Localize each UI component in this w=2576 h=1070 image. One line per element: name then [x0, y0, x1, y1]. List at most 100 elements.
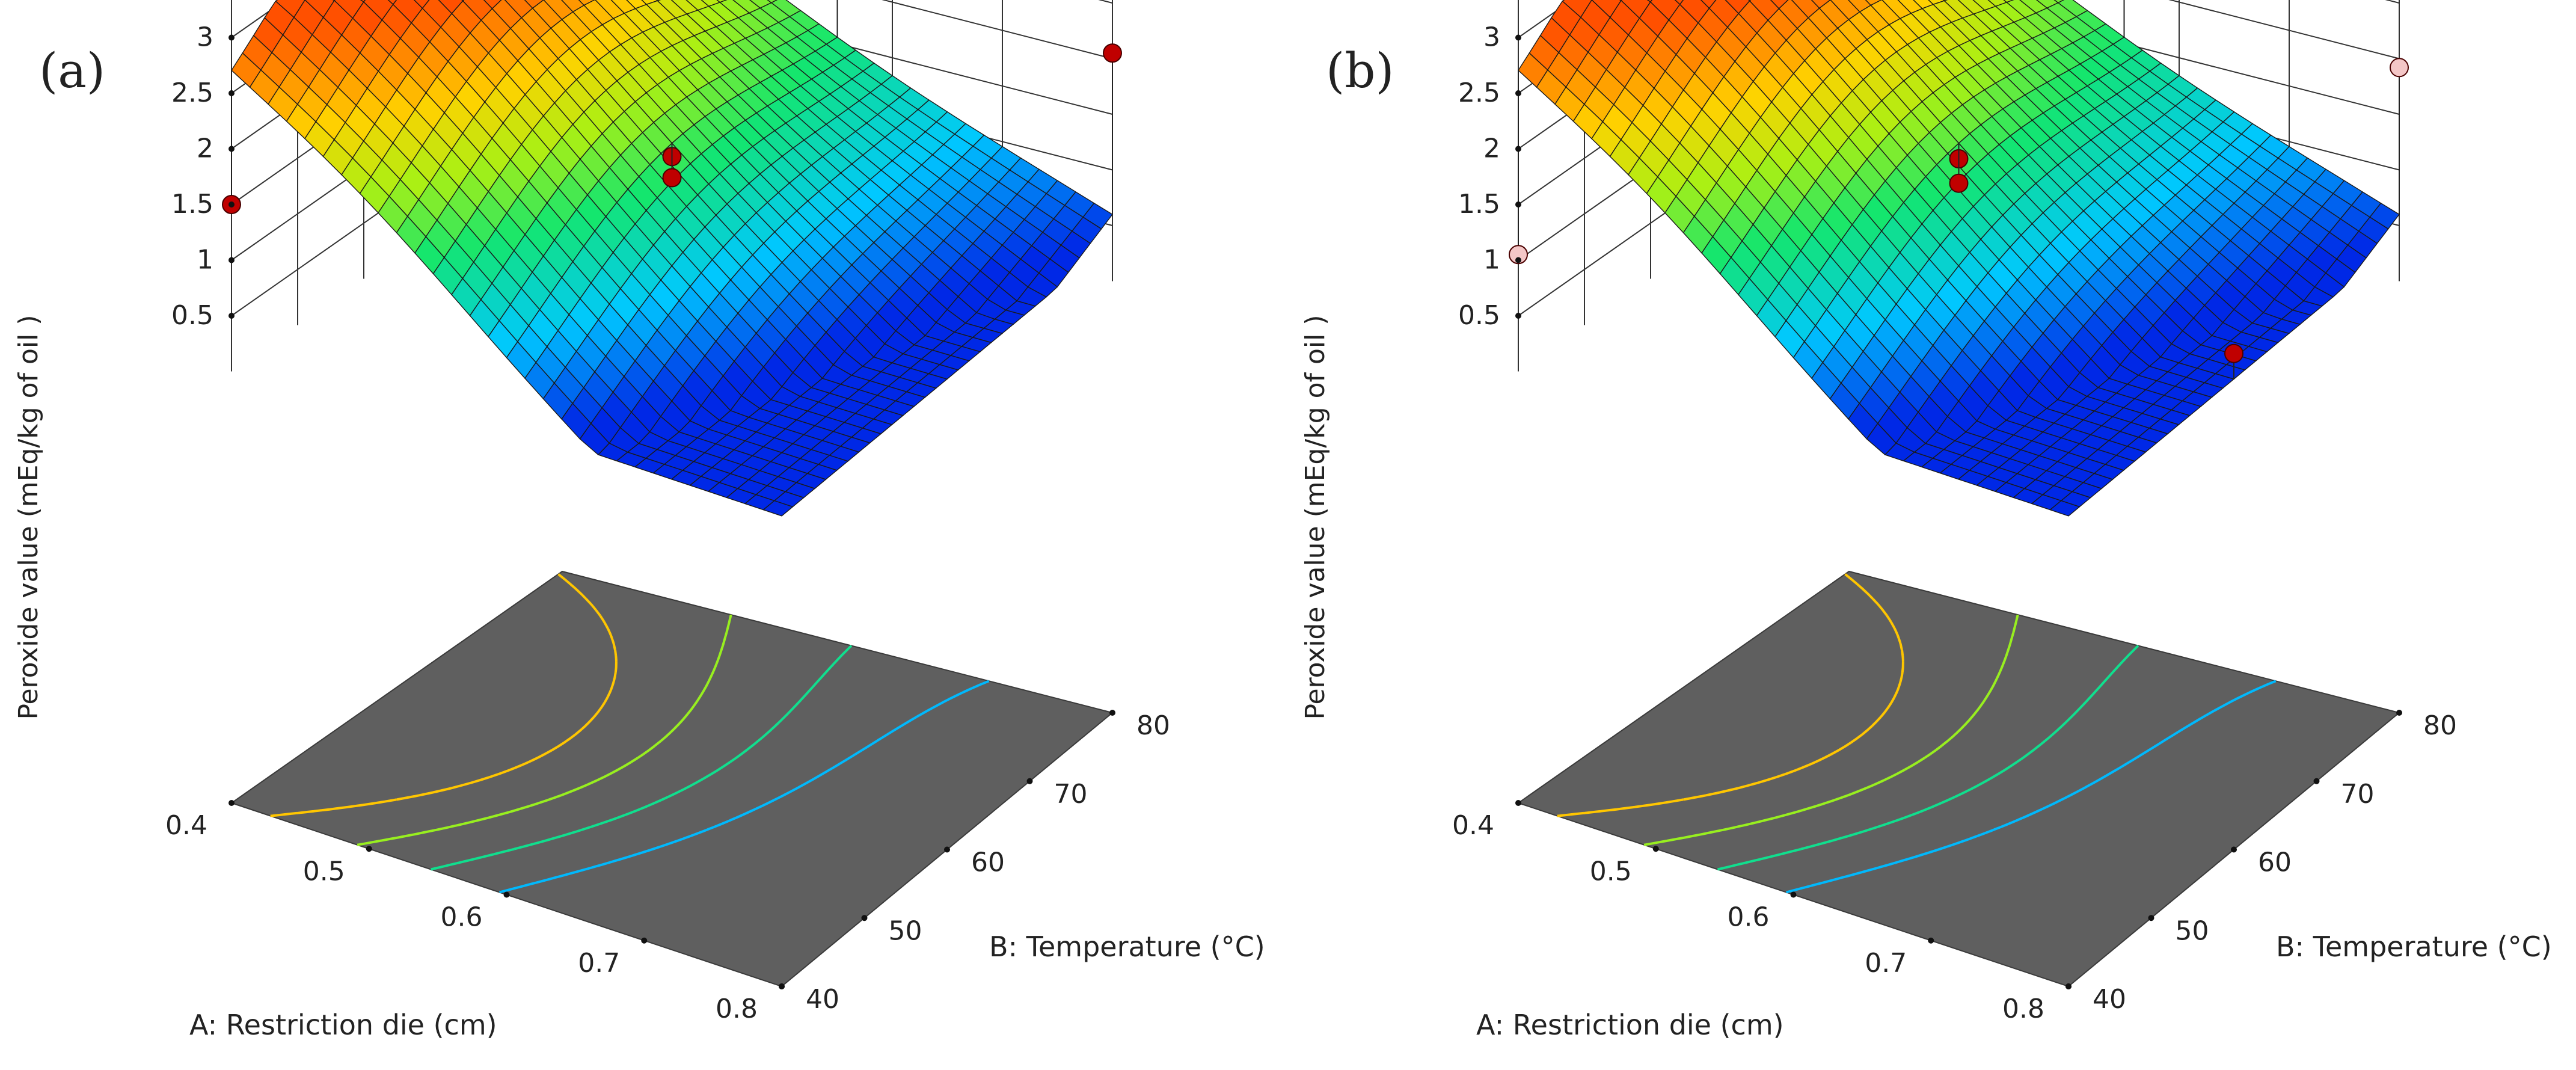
y-tick-label: 70 — [1054, 779, 1088, 810]
x-tick-label: 0.7 — [578, 948, 620, 979]
floor-plane-a — [230, 570, 1114, 988]
response-surface-b — [1518, 0, 2400, 517]
axis-ticks-a: 0.5 1 1.5 2 2.5 3 0.4 0.5 0.6 0.7 0.8 40 50 60 70 80 — [165, 22, 1170, 1025]
x-tick-mark — [503, 891, 510, 898]
axis-ticks-b: 0.5 1 1.5 2 2.5 3 0.4 0.5 0.6 0.7 0.8 40 50 60 70 80 — [1452, 22, 2457, 1025]
floor-plane-b — [1516, 570, 2401, 988]
y-tick-mark — [2065, 983, 2072, 989]
design-point-below — [2390, 58, 2409, 78]
z-tick-label: 0.5 — [171, 300, 213, 331]
z-tick-mark — [228, 90, 235, 96]
x-tick-mark — [1928, 937, 1934, 944]
panel-label-b: (b) — [1326, 43, 1394, 99]
y-tick-mark — [779, 983, 785, 989]
z-tick-label: 2 — [1483, 134, 1500, 164]
x-tick-label: 0.6 — [441, 902, 483, 933]
x-tick-label: 0.6 — [1728, 902, 1770, 933]
y-tick-mark — [861, 915, 868, 921]
y-axis-label-a: B: Temperature (°C) — [989, 930, 1265, 963]
x-tick-label: 0.5 — [1590, 856, 1632, 887]
floor-contours-b — [1557, 573, 2277, 894]
z-tick-mark — [228, 201, 235, 208]
x-tick-label: 0.4 — [1452, 810, 1494, 841]
response-surface-a — [231, 0, 1114, 517]
surface-plot-a: (a) 0.5 1 1.5 2 2.5 3 0.4 0.5 0.6 0.7 0.8 40 50 60 70 8… — [13, 0, 1265, 1041]
y-tick-label: 50 — [2176, 915, 2209, 946]
x-tick-mark — [1515, 800, 1521, 806]
surface-patch — [387, 0, 397, 5]
z-tick-mark — [228, 313, 235, 319]
y-tick-label: 50 — [889, 915, 922, 946]
contour-line — [270, 573, 618, 817]
z-tick-label: 2 — [197, 134, 213, 164]
contour-line — [1786, 680, 2277, 894]
y-tick-mark — [1026, 778, 1033, 784]
z-axis-label-b: Peroxide value (mEq/kg of oil ) — [1300, 315, 1331, 719]
contour-line — [430, 645, 853, 871]
design-point-above — [1949, 173, 1969, 193]
z-tick-label: 2.5 — [1458, 78, 1500, 108]
x-tick-label: 0.8 — [2002, 994, 2044, 1024]
x-axis-label-a: A: Restriction die (cm) — [189, 1009, 497, 1041]
y-tick-label: 40 — [806, 984, 839, 1015]
floor-face — [1516, 570, 2401, 988]
x-tick-mark — [366, 846, 372, 852]
y-tick-label: 80 — [2423, 710, 2457, 741]
y-tick-label: 80 — [1136, 710, 1170, 741]
panel-label-a: (a) — [39, 43, 105, 99]
x-tick-mark — [641, 937, 648, 944]
y-tick-label: 60 — [971, 847, 1005, 878]
y-axis-label-b: B: Temperature (°C) — [2276, 930, 2552, 963]
z-tick-label: 1.5 — [171, 189, 213, 220]
surface-patch — [762, 500, 794, 517]
contour-line — [1717, 645, 2139, 871]
floor-face — [230, 570, 1114, 988]
z-tick-mark — [1515, 146, 1521, 152]
points-above-b — [1949, 0, 2243, 380]
x-tick-label: 0.5 — [303, 856, 345, 887]
contour-line — [357, 614, 732, 846]
design-point-above — [662, 168, 682, 188]
contour-line — [1557, 573, 1904, 817]
x-tick-mark — [1790, 891, 1797, 898]
surface-patch — [2049, 500, 2081, 517]
z-tick-label: 2.5 — [171, 78, 213, 108]
y-tick-mark — [2231, 846, 2237, 853]
y-tick-mark — [2148, 915, 2154, 921]
frame-line — [2168, 0, 2400, 60]
y-tick-mark — [1109, 710, 1115, 716]
z-tick-label: 1.5 — [1458, 189, 1500, 220]
surface-patch — [1674, 0, 1684, 5]
y-tick-label: 70 — [2341, 779, 2375, 810]
y-tick-label: 60 — [2258, 847, 2292, 878]
y-tick-label: 40 — [2093, 984, 2126, 1015]
design-point-above — [1103, 43, 1122, 63]
x-tick-label: 0.8 — [716, 994, 758, 1024]
z-tick-label: 1 — [1483, 245, 1500, 275]
z-tick-mark — [1515, 257, 1521, 263]
surface-plot-b: (b) 0.5 1 1.5 2 2.5 3 0.4 0.5 0.6 0.7 0.8 40 50 60 70 8… — [1300, 0, 2552, 1041]
x-tick-mark — [228, 800, 235, 806]
z-tick-mark — [1515, 90, 1521, 96]
x-axis-label-b: A: Restriction die (cm) — [1476, 1009, 1784, 1041]
z-tick-label: 3 — [197, 22, 213, 53]
z-tick-mark — [1515, 34, 1521, 41]
z-tick-mark — [1515, 313, 1521, 319]
y-tick-mark — [2313, 778, 2320, 784]
contour-line — [499, 680, 990, 894]
floor-contours-a — [270, 573, 990, 894]
z-tick-mark — [228, 34, 235, 41]
contour-line — [1643, 614, 2019, 846]
z-tick-mark — [228, 257, 235, 263]
y-tick-mark — [944, 846, 950, 853]
x-tick-label: 0.4 — [165, 810, 207, 841]
z-tick-label: 1 — [197, 245, 213, 275]
x-tick-label: 0.7 — [1865, 948, 1907, 979]
z-tick-mark — [228, 146, 235, 152]
design-point-above — [2224, 343, 2243, 363]
z-tick-mark — [1515, 201, 1521, 208]
frame-line — [882, 0, 1113, 60]
z-tick-label: 3 — [1483, 22, 1500, 53]
design-point-below — [1509, 245, 1528, 265]
